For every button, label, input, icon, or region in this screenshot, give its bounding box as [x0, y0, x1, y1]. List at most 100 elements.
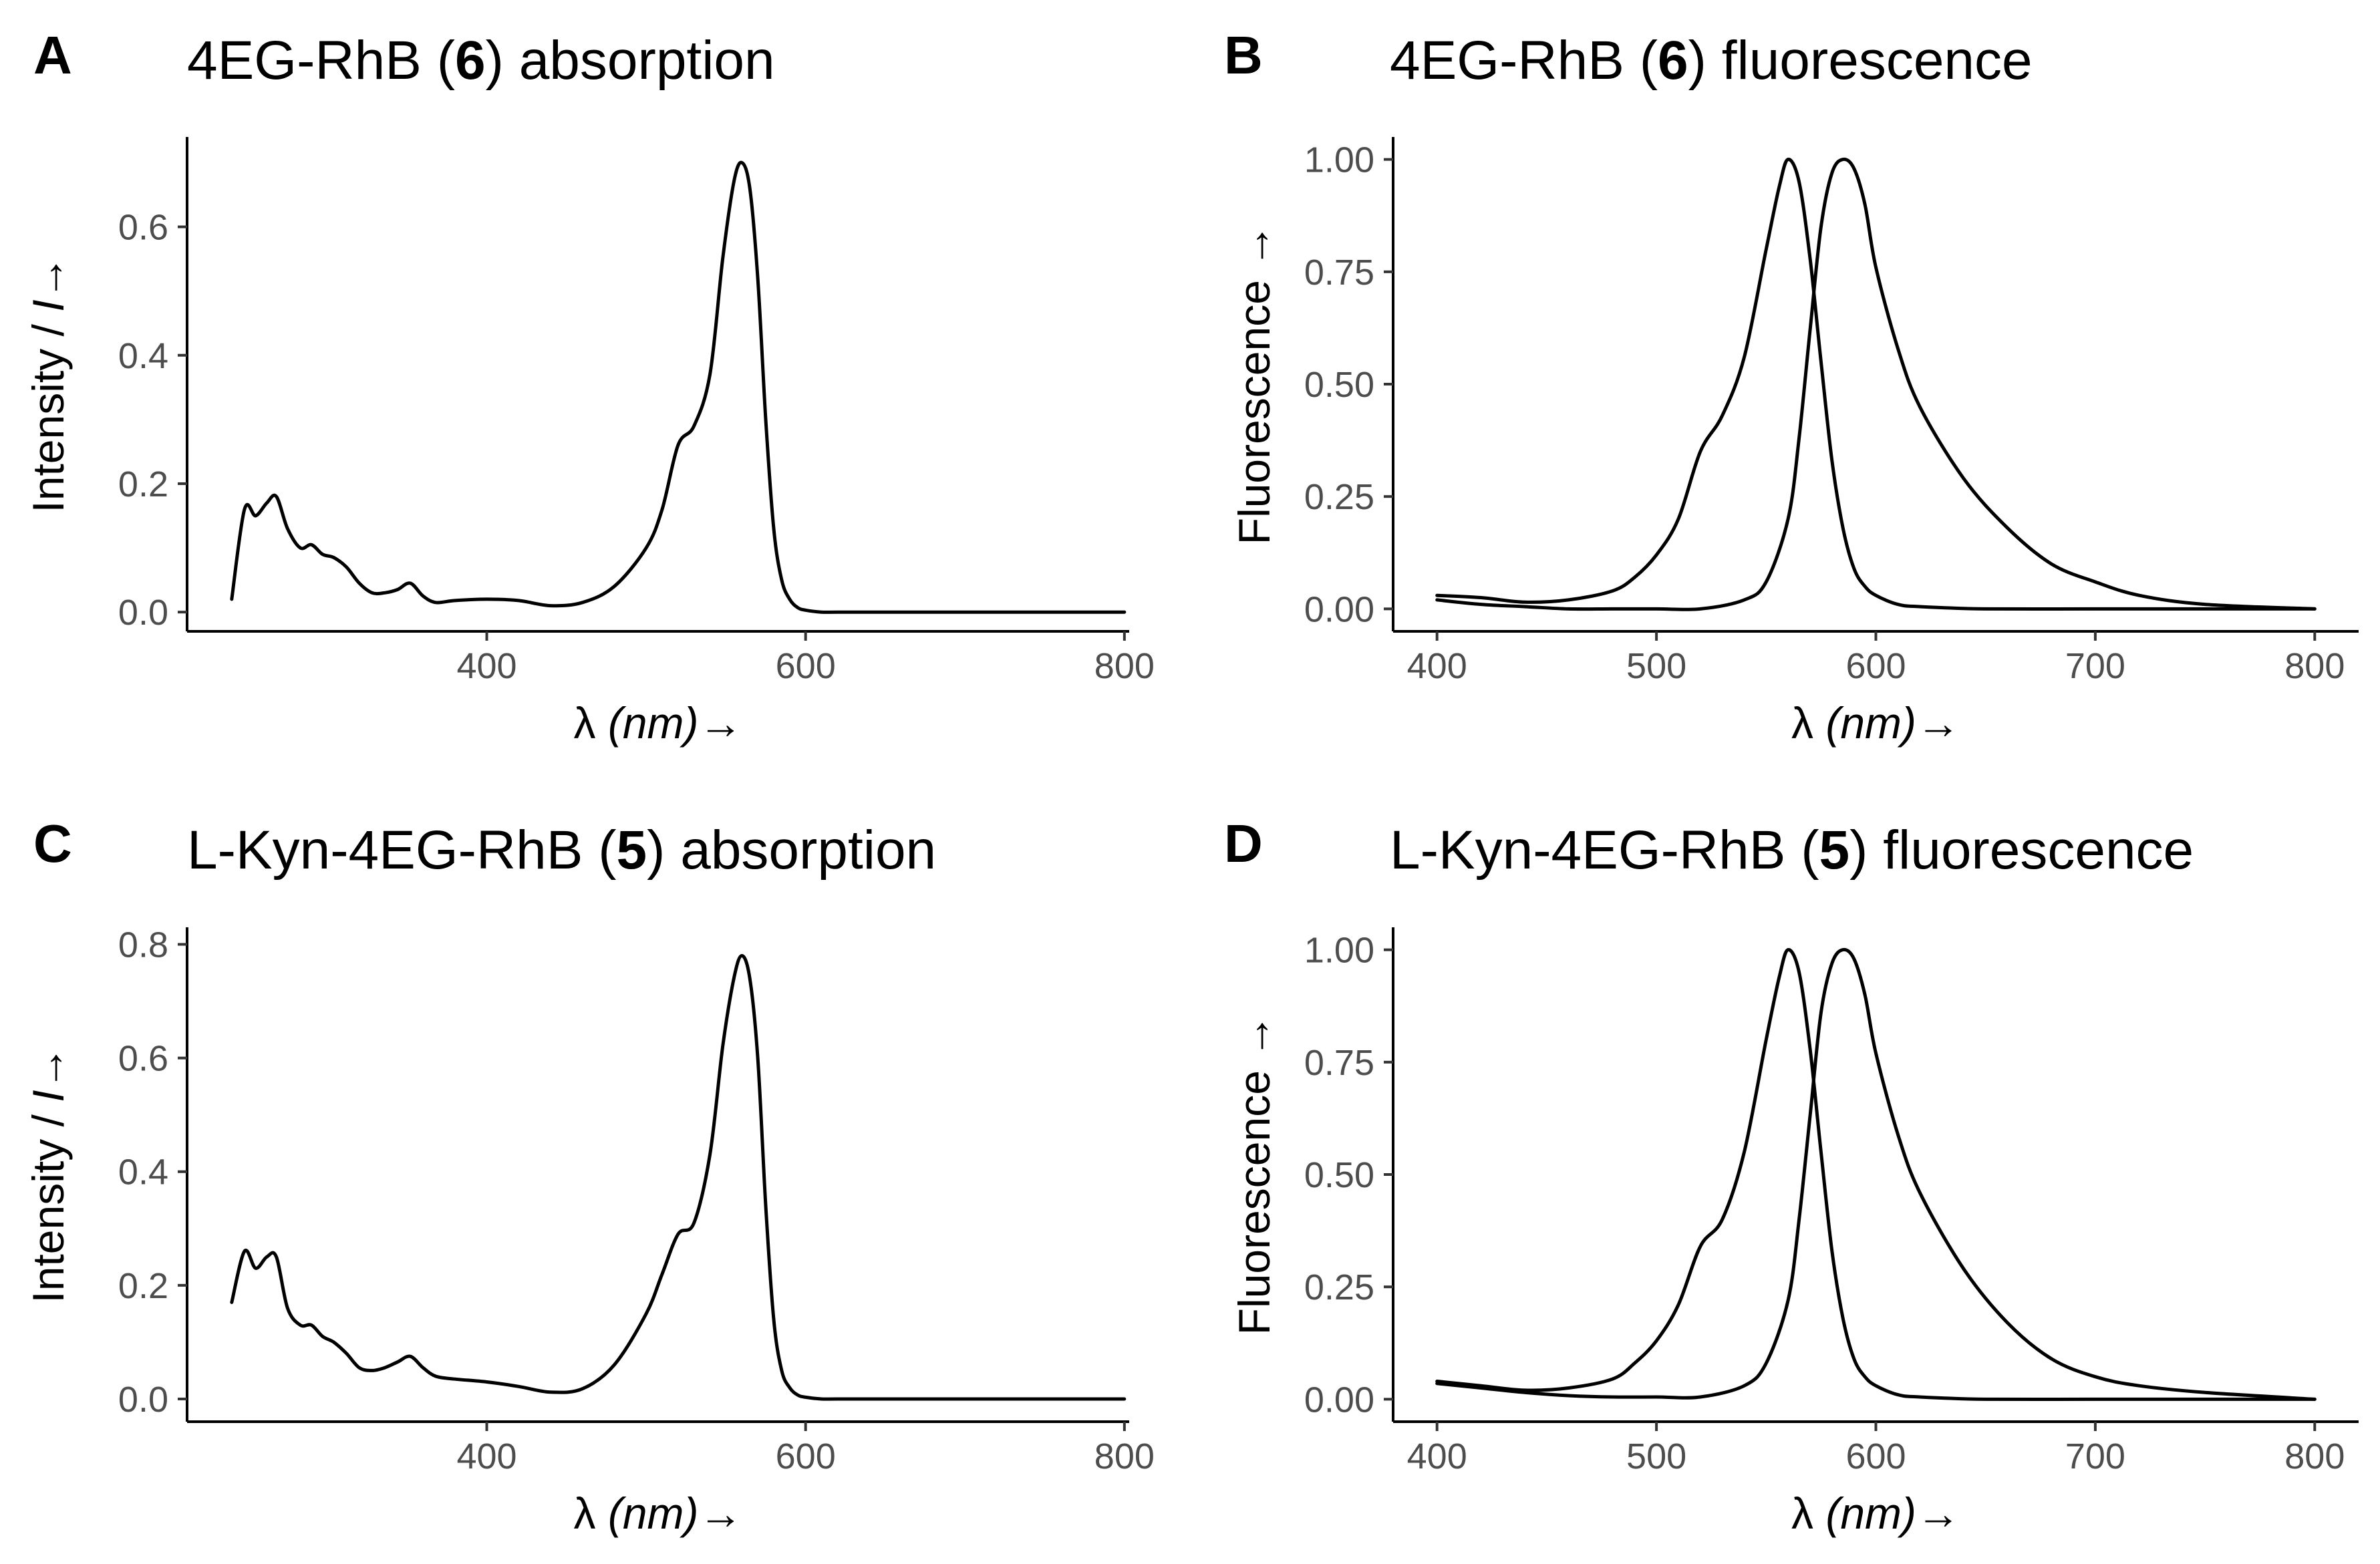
y-tick-label: 0.4 — [118, 336, 168, 376]
title-suffix: absorption — [504, 30, 775, 91]
chart-title: 4EG-RhB (6) fluorescence — [1390, 30, 2033, 91]
series-line-excitation — [1435, 158, 2317, 611]
y-axis-symbol: I — [23, 299, 73, 311]
title-text: L-Kyn-4EG-RhB — [187, 820, 598, 881]
y-axis-text: Intensity / — [23, 1102, 73, 1303]
x-tick-label: 500 — [1626, 1436, 1686, 1476]
title-text: 4EG-RhB — [187, 30, 437, 91]
x-axis-title: λ (nm)→ — [574, 698, 743, 748]
title-text: L-Kyn-4EG-RhB — [1390, 820, 1801, 881]
y-tick-label: 0.2 — [118, 464, 168, 504]
y-tick-label: 0.75 — [1304, 1043, 1374, 1083]
title-text: 4EG-RhB — [1390, 30, 1640, 91]
y-tick-label: 1.00 — [1304, 140, 1374, 180]
title-paren-close: ) — [1849, 820, 1868, 881]
y-axis-title: Intensity / I→ — [23, 1046, 73, 1303]
x-axis-title: λ (nm)→ — [1791, 1489, 1960, 1538]
y-tick-label: 0.0 — [118, 1380, 168, 1420]
x-tick-label: 600 — [1845, 646, 1906, 686]
x-tick-label: 400 — [456, 1436, 516, 1476]
x-tick-label: 400 — [456, 646, 516, 686]
y-axis-symbol: I — [23, 1090, 73, 1102]
y-tick-label: 0.00 — [1304, 589, 1374, 629]
title-suffix: fluorescence — [1868, 820, 2194, 881]
series-line-emission — [1435, 947, 2317, 1401]
x-tick-label: 500 — [1626, 646, 1686, 686]
panel-d: D L-Kyn-4EG-RhB (5) fluorescence 400 500 600… — [1224, 814, 2359, 1538]
y-tick-label: 0.0 — [118, 593, 168, 633]
x-tick-label: 600 — [1845, 1436, 1906, 1476]
x-tick-label: 600 — [776, 646, 836, 686]
y-axis-text: Fluorescence → — [1229, 224, 1279, 545]
title-suffix: fluorescence — [1706, 30, 2033, 91]
x-axis-unit: (nm) — [1825, 1489, 1916, 1538]
y-axis-title: Fluorescence → — [1229, 1014, 1279, 1336]
title-compound-number: 6 — [455, 30, 486, 91]
y-tick-label: 0.6 — [118, 208, 168, 248]
y-tick-label: 0.8 — [118, 925, 168, 965]
x-tick-label: 400 — [1407, 646, 1467, 686]
panel-letter: B — [1224, 25, 1263, 85]
x-axis-unit: (nm) — [608, 1489, 699, 1538]
chart-title: L-Kyn-4EG-RhB (5) fluorescence — [1390, 820, 2194, 881]
y-axis-arrow: → — [23, 1046, 73, 1090]
panel-letter: D — [1224, 814, 1263, 873]
panel-c: C L-Kyn-4EG-RhB (5) absorption 400 600 800 0.… — [23, 814, 1155, 1538]
y-axis-arrow: → — [23, 255, 73, 299]
series-line-excitation — [1435, 948, 2317, 1402]
y-tick-label: 0.2 — [118, 1266, 168, 1306]
x-axis-title: λ (nm)→ — [574, 1489, 743, 1538]
title-compound-number: 5 — [617, 820, 647, 881]
x-axis-symbol: λ — [1791, 698, 1825, 748]
title-paren-close: ) — [486, 30, 504, 91]
title-compound-number: 6 — [1658, 30, 1688, 91]
x-axis-title: λ (nm)→ — [1791, 698, 1960, 748]
panel-a: A 4EG-RhB (6) absorption 400 600 800 0.0 0.2 0.… — [23, 25, 1155, 748]
x-tick-label: 800 — [1094, 1436, 1155, 1476]
x-tick-label: 700 — [2065, 646, 2125, 686]
y-axis-text: Fluorescence → — [1229, 1014, 1279, 1336]
panel-b: B 4EG-RhB (6) fluorescence 400 500 600 700 800… — [1224, 25, 2359, 748]
title-compound-number: 5 — [1819, 820, 1850, 881]
x-axis-symbol: λ — [574, 1489, 608, 1538]
y-tick-label: 0.4 — [118, 1152, 168, 1193]
y-tick-label: 0.25 — [1304, 477, 1374, 517]
x-tick-label: 600 — [776, 1436, 836, 1476]
y-tick-label: 0.25 — [1304, 1267, 1374, 1307]
x-tick-label: 800 — [2284, 1436, 2345, 1476]
panel-letter: C — [33, 814, 72, 873]
x-tick-label: 700 — [2065, 1436, 2125, 1476]
x-axis-symbol: λ — [574, 698, 608, 748]
x-tick-label: 800 — [1094, 646, 1155, 686]
title-paren-open: ( — [598, 820, 616, 881]
title-paren-close: ) — [1688, 30, 1706, 91]
chart-title: L-Kyn-4EG-RhB (5) absorption — [187, 820, 936, 881]
title-paren-open: ( — [1801, 820, 1819, 881]
y-tick-label: 0.75 — [1304, 253, 1374, 293]
x-axis-unit: (nm) — [1825, 698, 1916, 748]
y-tick-label: 0.50 — [1304, 365, 1374, 405]
y-tick-label: 0.00 — [1304, 1380, 1374, 1420]
x-tick-label: 400 — [1407, 1436, 1467, 1476]
x-axis-arrow: → — [1916, 698, 1960, 748]
x-axis-arrow: → — [699, 698, 743, 748]
x-axis-arrow: → — [699, 1489, 743, 1538]
y-tick-label: 0.6 — [118, 1039, 168, 1079]
y-axis-title: Intensity / I→ — [23, 255, 73, 512]
x-axis-symbol: λ — [1791, 1489, 1825, 1538]
y-axis-title: Fluorescence → — [1229, 224, 1279, 545]
title-paren-open: ( — [437, 30, 455, 91]
panel-letter: A — [33, 25, 72, 85]
x-axis-arrow: → — [1916, 1489, 1960, 1538]
series-line-absorption — [230, 160, 1127, 614]
y-axis-text: Intensity / — [23, 312, 73, 513]
title-paren-close: ) — [647, 820, 665, 881]
title-suffix: absorption — [665, 820, 936, 881]
series-line-absorption — [230, 954, 1127, 1401]
y-tick-label: 0.50 — [1304, 1155, 1374, 1195]
chart-title: 4EG-RhB (6) absorption — [187, 30, 775, 91]
y-tick-label: 1.00 — [1304, 931, 1374, 971]
x-tick-label: 800 — [2284, 646, 2345, 686]
title-paren-open: ( — [1640, 30, 1658, 91]
